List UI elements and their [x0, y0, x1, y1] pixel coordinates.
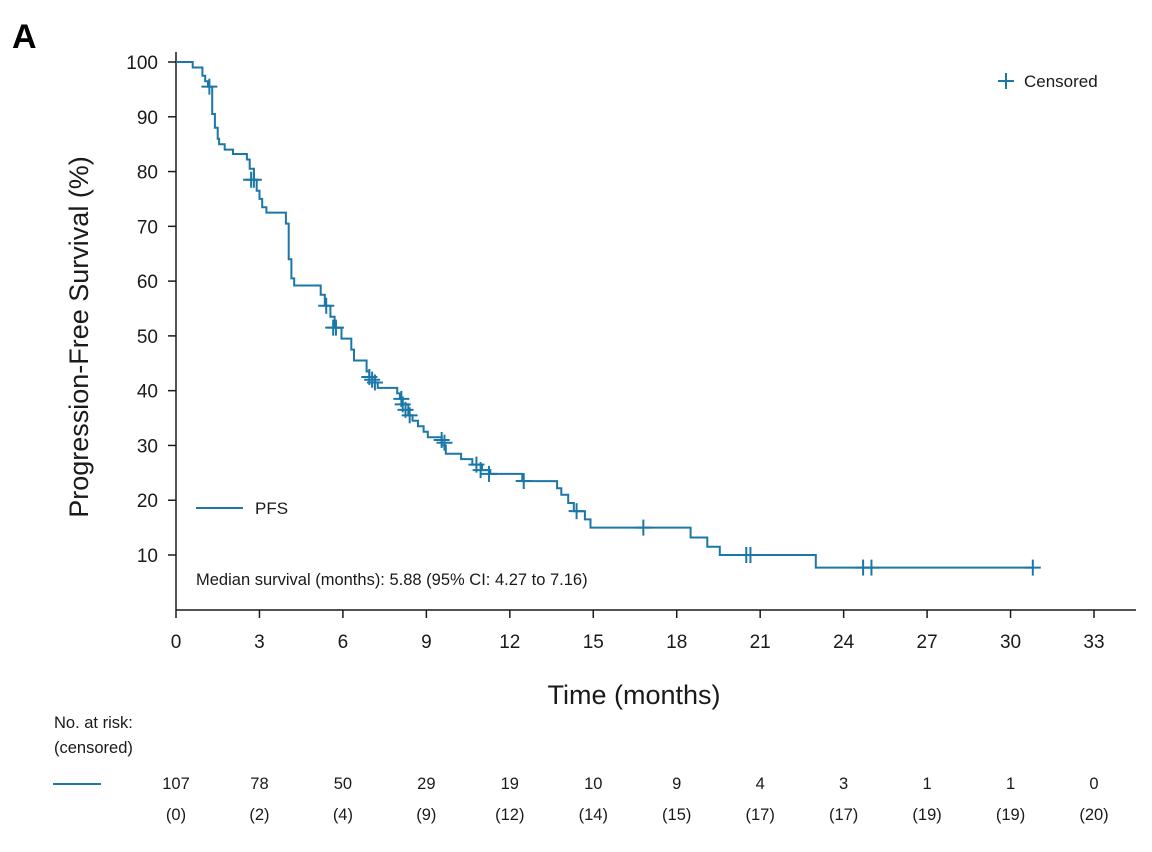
y-axis-ticks: 10 20 30 40 50 60 70 80 90 100	[126, 53, 176, 567]
legend-series-label: PFS	[255, 499, 288, 518]
x-tick-label: 9	[421, 632, 432, 653]
risk-cells: 107(0)78(2)50(4)29(9)19(12)10(14)9(15)4(…	[162, 775, 1108, 824]
censored-marker-icon	[998, 73, 1014, 89]
legend-cross-mark	[998, 73, 1014, 89]
risk-censored-count: (12)	[495, 806, 524, 824]
chart-axes	[175, 52, 1136, 611]
risk-censored-count: (0)	[166, 806, 186, 824]
x-tick-label: 6	[338, 632, 349, 653]
risk-at-risk-count: 78	[250, 775, 268, 793]
risk-at-risk-count: 19	[501, 775, 519, 793]
censor-mark	[327, 319, 344, 336]
risk-censored-count: (19)	[912, 806, 941, 824]
y-tick-label: 20	[137, 491, 158, 512]
risk-at-risk-count: 9	[672, 775, 681, 793]
risk-at-risk-count: 50	[334, 775, 352, 793]
x-tick-label: 27	[917, 632, 938, 653]
censor-mark	[1024, 559, 1041, 576]
risk-censored-count: (4)	[333, 806, 353, 824]
y-tick-label: 30	[137, 436, 158, 457]
censor-mark	[436, 434, 453, 451]
x-tick-label: 18	[666, 632, 687, 653]
censor-mark	[742, 547, 759, 563]
risk-at-risk-count: 107	[162, 775, 190, 793]
censor-mark	[401, 407, 418, 424]
censor-mark	[635, 519, 652, 536]
y-tick-label: 10	[137, 546, 158, 567]
censor-mark	[863, 559, 880, 576]
y-tick-label: 80	[137, 163, 158, 184]
censor-mark	[515, 473, 532, 490]
risk-censored-count: (19)	[996, 806, 1025, 824]
risk-censored-count: (14)	[579, 806, 608, 824]
x-tick-label: 24	[833, 632, 855, 653]
risk-table: No. at risk: (censored) 107 (0) 78 (2) 50 (4)…	[53, 714, 1109, 824]
risk-censored-count: (17)	[829, 806, 858, 824]
y-tick-label: 50	[137, 327, 158, 348]
median-annotation: Median survival (months): 5.88 (95% CI: …	[196, 571, 588, 589]
y-tick-label: 60	[137, 272, 158, 293]
x-tick-label: 33	[1083, 632, 1104, 653]
panel-letter: A	[12, 18, 37, 56]
risk-at-risk-count: 4	[756, 775, 765, 793]
x-tick-label: 21	[750, 632, 771, 653]
censor-mark	[318, 297, 335, 314]
x-axis-title: Time (months)	[547, 680, 720, 710]
risk-censored-count: (15)	[662, 806, 691, 824]
censor-mark	[364, 371, 381, 388]
risk-at-risk-count: 0	[1089, 775, 1098, 793]
x-tick-label: 0	[171, 632, 182, 653]
risk-at-risk-count: 3	[839, 775, 848, 793]
y-tick-label: 90	[137, 108, 158, 129]
x-axis-ticks: 0 3 6 9 12 15 18 21 24 27 30 33	[171, 610, 1105, 653]
censor-mark	[568, 503, 585, 520]
x-tick-label: 12	[499, 632, 520, 653]
risk-header-line2: (censored)	[54, 739, 133, 757]
censor-mark	[433, 431, 450, 448]
censor-mark	[366, 374, 383, 391]
risk-censored-count: (2)	[249, 806, 269, 824]
risk-at-risk-count: 10	[584, 775, 602, 793]
y-tick-label: 70	[137, 217, 158, 238]
y-tick-label: 40	[137, 382, 158, 403]
legend-censored: Censored	[998, 72, 1098, 91]
censor-mark	[245, 171, 262, 188]
risk-censored-count: (17)	[746, 806, 775, 824]
pfs-curve	[176, 61, 1033, 569]
risk-header-line1: No. at risk:	[54, 714, 133, 732]
x-tick-label: 15	[583, 632, 604, 653]
y-axis-title: Progression-Free Survival (%)	[64, 156, 94, 518]
risk-at-risk-count: 29	[417, 775, 435, 793]
x-tick-label: 30	[1000, 632, 1021, 653]
risk-censored-count: (9)	[416, 806, 436, 824]
censor-mark	[472, 462, 489, 479]
legend-censored-label: Censored	[1024, 72, 1098, 91]
risk-at-risk-count: 1	[922, 775, 931, 793]
risk-censored-count: (20)	[1079, 806, 1108, 824]
censor-mark	[480, 465, 497, 482]
censor-mark	[201, 78, 218, 95]
y-tick-label: 100	[126, 53, 158, 74]
legend-series: PFS	[196, 499, 288, 518]
risk-at-risk-count: 1	[1006, 775, 1015, 793]
series-group	[176, 61, 1041, 576]
x-tick-label: 3	[254, 632, 265, 653]
